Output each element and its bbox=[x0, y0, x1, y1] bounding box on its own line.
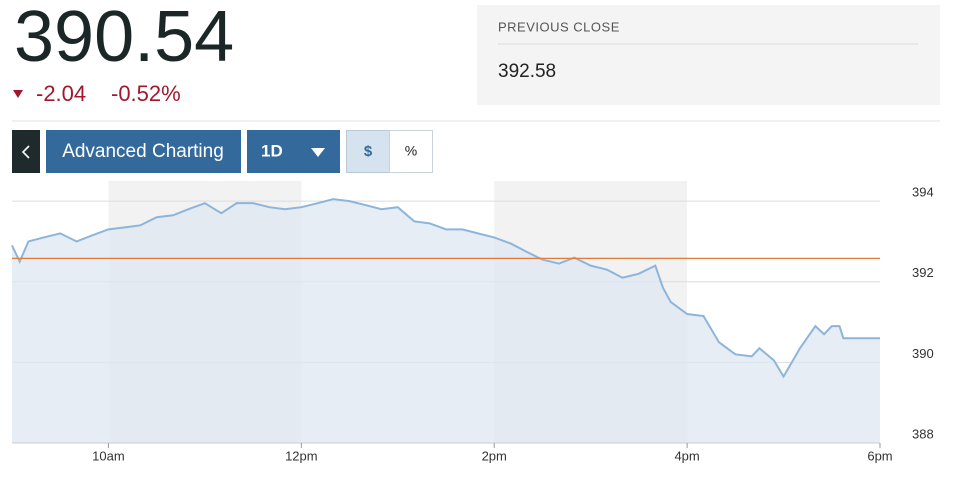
down-arrow bbox=[13, 90, 23, 98]
dropdown-caret bbox=[311, 148, 325, 157]
back-button[interactable] bbox=[12, 130, 40, 173]
x-tick-label: 12pm bbox=[285, 448, 318, 463]
range-label: 1D bbox=[261, 141, 283, 160]
y-tick-label: 390 bbox=[912, 346, 934, 361]
advanced-label: Advanced Charting bbox=[62, 141, 224, 162]
price: 390.54 bbox=[14, 0, 234, 77]
percent-button[interactable] bbox=[389, 130, 433, 173]
prev-close-label: PREVIOUS CLOSE bbox=[498, 19, 620, 34]
plot: 388 390 392 394 10am 12pm 2pm 4pm 6pm bbox=[11, 181, 934, 463]
x-tick-label: 10am bbox=[92, 448, 125, 463]
range-dropdown[interactable] bbox=[247, 130, 340, 173]
back-bg[interactable] bbox=[12, 130, 40, 173]
advanced-button[interactable] bbox=[46, 130, 241, 173]
y-tick-label: 394 bbox=[912, 185, 934, 200]
chevron bbox=[21, 145, 30, 159]
x-tick-label: 2pm bbox=[482, 448, 507, 463]
change-pct: -0.52% bbox=[111, 81, 181, 106]
percent-label: % bbox=[405, 143, 417, 159]
price-line bbox=[11, 198, 880, 379]
y-tick-label: 392 bbox=[912, 265, 934, 280]
prev-close-value: 392.58 bbox=[498, 61, 556, 82]
area bbox=[12, 199, 880, 443]
prev-close-box bbox=[477, 5, 940, 105]
y-tick-label: 388 bbox=[912, 426, 934, 441]
change: -2.04 bbox=[36, 81, 86, 106]
x-tick-label: 4pm bbox=[674, 448, 699, 463]
x-tick-label: 6pm bbox=[867, 448, 892, 463]
dollar-label: $ bbox=[364, 143, 373, 160]
